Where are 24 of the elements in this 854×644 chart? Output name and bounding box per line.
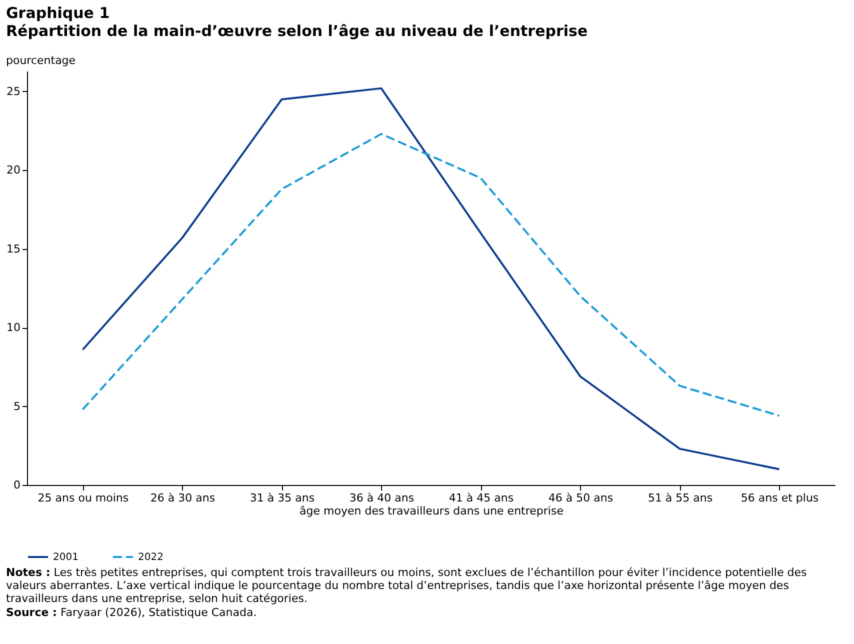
x-tick-label: 25 ans ou moins xyxy=(38,492,129,504)
x-axis-title: âge moyen des travailleurs dans une entreprise xyxy=(300,504,564,518)
y-tick-label: 5 xyxy=(14,400,20,413)
x-tick-label: 46 à 50 ans xyxy=(548,492,614,504)
x-tick-label: 56 ans et plus xyxy=(740,492,819,504)
y-tick-label: 15 xyxy=(6,242,20,256)
chart-subtitle: Répartition de la main-d’œuvre selon l’âge au niveau de l’entreprise xyxy=(5,22,589,40)
text: Notes : Les très petites entreprises, qui comptent trois travailleurs ou moins, sont exclues de l’échantillon pour éviter l’incidence potentielle des valeurs aberrantes. L’axe vertical indique le pourcentage du nombre total d’entreprises, tandis que l’axe horizontal présente l’âge moyen des travailleurs dans une entreprise, selon huit catégories. xyxy=(6,566,808,606)
y-tick-label: 20 xyxy=(6,164,20,177)
y-tick-label: 0 xyxy=(14,478,20,492)
chart-title: Graphique 1 xyxy=(5,3,111,22)
legend-label: 2001 xyxy=(53,552,78,563)
line-series xyxy=(82,87,780,470)
y-axis-title: pourcentage xyxy=(5,53,77,67)
y-tick-label: 10 xyxy=(6,321,20,334)
x-tick-label: 51 à 55 ans xyxy=(648,492,713,504)
x-tick-label: 41 à 45 ans xyxy=(448,492,514,504)
legend-label: 2022 xyxy=(138,552,164,563)
x-tick-label: 26 à 30 ans xyxy=(150,492,216,504)
line-series xyxy=(82,132,780,417)
source-note: Source : Faryaar (2026), Statistique Canada. xyxy=(6,606,258,619)
x-tick-label: 36 à 40 ans xyxy=(349,492,414,504)
y-tick-label: 25 xyxy=(6,84,20,98)
x-tick-label: 31 à 35 ans xyxy=(250,492,315,504)
